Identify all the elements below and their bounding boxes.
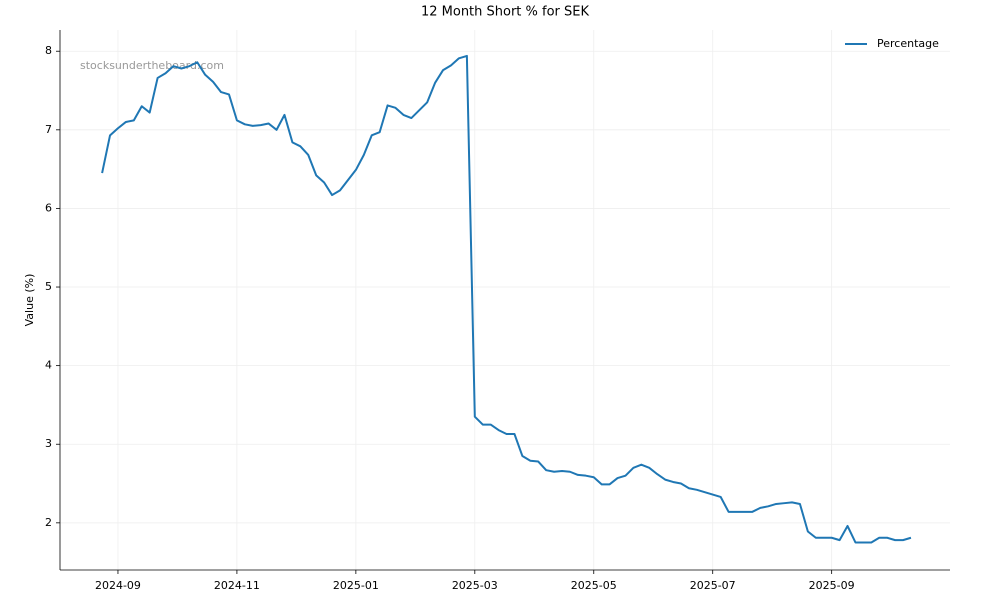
x-tick-label: 2025-09 bbox=[809, 579, 855, 592]
x-tick-label: 2025-05 bbox=[571, 579, 617, 592]
data-line bbox=[101, 54, 912, 544]
legend-label: Percentage bbox=[877, 37, 939, 50]
y-tick-label: 6 bbox=[45, 201, 52, 214]
y-tick-label: 3 bbox=[45, 437, 52, 450]
x-tick-label: 2025-07 bbox=[690, 579, 736, 592]
x-tick-label: 2025-03 bbox=[452, 579, 498, 592]
x-tick-label: 2024-09 bbox=[95, 579, 141, 592]
y-tick-label: 2 bbox=[45, 516, 52, 529]
y-tick-label: 4 bbox=[45, 359, 52, 372]
y-tick-label: 5 bbox=[45, 280, 52, 293]
y-tick-label: 8 bbox=[45, 44, 52, 57]
grid bbox=[60, 30, 950, 570]
x-tick-label: 2025-01 bbox=[333, 579, 379, 592]
watermark: stocksundertheboard.com bbox=[80, 59, 224, 72]
x-tick-label: 2024-11 bbox=[214, 579, 260, 592]
y-tick-label: 7 bbox=[45, 123, 52, 136]
y-axis-label: Value (%) bbox=[23, 274, 36, 327]
chart-title: 12 Month Short % for SEK bbox=[421, 5, 590, 20]
